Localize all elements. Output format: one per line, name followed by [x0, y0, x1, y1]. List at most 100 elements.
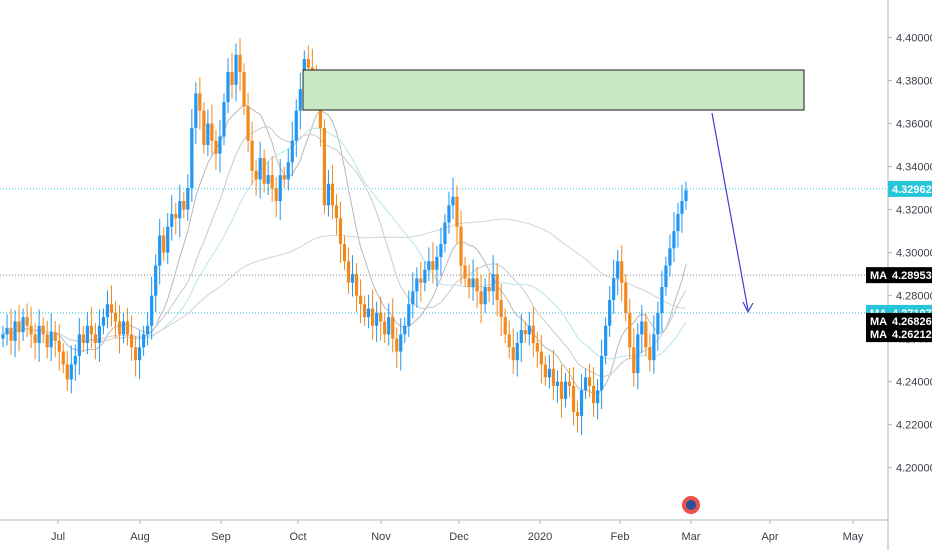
ma-tag-label: MA: [870, 329, 887, 341]
x-tick-labels: Jul Aug Sep Oct Nov Dec 2020 Feb Mar Apr May: [51, 520, 864, 543]
price-tag-box: [888, 180, 932, 197]
candle-body: [121, 321, 126, 335]
broker-logo-inner-icon: [686, 500, 696, 510]
y-tick-label: 4.36000: [896, 119, 932, 131]
candle-body: [21, 317, 25, 333]
candle-body: [306, 59, 310, 68]
candle-body: [503, 317, 507, 335]
candle-body: [89, 325, 93, 335]
supply-zone-rectangle[interactable]: [302, 69, 805, 111]
price-tag-value: 4.32962: [892, 184, 932, 196]
candle-body: [487, 287, 491, 292]
candle-body: [346, 261, 351, 283]
candle-body: [61, 351, 65, 365]
candle-body: [467, 278, 471, 288]
candle-body: [69, 364, 73, 380]
x-tick-label: Dec: [449, 531, 469, 543]
candle-body: [491, 274, 495, 292]
y-tick-label: 4.28000: [896, 291, 932, 303]
candle-body: [150, 295, 154, 326]
y-tick-label: 4.40000: [896, 33, 932, 45]
candle-body: [371, 308, 375, 326]
candle-body: [447, 205, 451, 223]
candle-body: [17, 321, 21, 333]
candle-body: [664, 265, 668, 288]
candle-body: [142, 334, 146, 348]
ma-tag-label: MA: [870, 316, 887, 328]
y-tick-label: 4.38000: [896, 76, 932, 88]
candle-body: [25, 317, 29, 326]
candle-body: [170, 213, 174, 227]
price-tags: 4.32962MA4.28953MA4.27197MA4.26826MA4.26…: [866, 180, 932, 343]
candle-body: [81, 334, 85, 343]
candle-body: [523, 330, 527, 335]
candle-body: [133, 347, 138, 361]
candle-body: [676, 213, 680, 232]
candle-body: [547, 368, 551, 378]
candle-body: [435, 256, 439, 270]
candle-body: [125, 321, 130, 335]
x-tick-label: Feb: [611, 531, 630, 543]
candle-body: [73, 355, 77, 365]
candle-body: [57, 340, 61, 352]
candle-body: [567, 381, 572, 386]
candle-body: [463, 265, 467, 279]
y-tick-label: 4.32000: [896, 205, 932, 217]
candle-body: [571, 385, 576, 412]
ma-tag-box: [866, 326, 932, 343]
candle-body: [399, 334, 403, 352]
candle-body: [583, 377, 588, 391]
candle-body: [13, 321, 17, 341]
candle-body: [262, 157, 266, 184]
candle-body: [146, 325, 150, 335]
candle-body: [375, 312, 379, 326]
candle-body: [358, 295, 363, 305]
x-tick-label: Jul: [51, 531, 65, 543]
grid-layer: [0, 188, 888, 314]
x-tick-label: Nov: [371, 531, 391, 543]
candle-body: [563, 381, 568, 399]
candle-body: [214, 140, 218, 154]
x-tick-label: 2020: [528, 531, 552, 543]
candle-body: [41, 325, 45, 335]
forecast-arrow-line[interactable]: [711, 112, 749, 311]
candle-body: [551, 368, 556, 386]
candle-body: [419, 278, 423, 283]
candle-body: [511, 347, 515, 361]
candle-body: [33, 334, 37, 343]
ma-tag-label: MA: [870, 270, 887, 282]
candle-body: [322, 127, 327, 206]
y-tick-label: 4.34000: [896, 162, 932, 174]
candle-body: [612, 278, 616, 300]
candle-body: [427, 261, 431, 270]
candle-body: [608, 299, 612, 326]
moving-average-line: [2, 126, 687, 378]
x-tick-label: May: [843, 531, 864, 543]
candle-body: [330, 183, 335, 206]
candle-body: [579, 390, 584, 417]
candle-body: [101, 317, 106, 326]
candle-body: [379, 312, 383, 322]
candle-body: [383, 321, 387, 335]
candle-body: [624, 282, 628, 313]
candle-body: [97, 325, 102, 343]
candle-body: [415, 278, 419, 292]
candle-body: [648, 347, 652, 361]
ma-tag-box: [866, 312, 932, 329]
candle-body: [202, 110, 206, 146]
y-tick-label: 4.20000: [896, 463, 932, 475]
candle-body: [334, 205, 339, 219]
candle-body: [395, 338, 399, 352]
ma-tag-value: 4.26826: [892, 316, 932, 328]
candle-body: [194, 93, 198, 128]
candle-body: [656, 312, 660, 335]
x-tick-label: Oct: [289, 531, 306, 543]
candle-body: [210, 123, 214, 141]
candle-body: [539, 351, 543, 365]
candle-layer: [1, 38, 688, 436]
candle-body: [250, 140, 254, 171]
candle-body: [652, 334, 656, 361]
candle-body: [354, 274, 359, 296]
